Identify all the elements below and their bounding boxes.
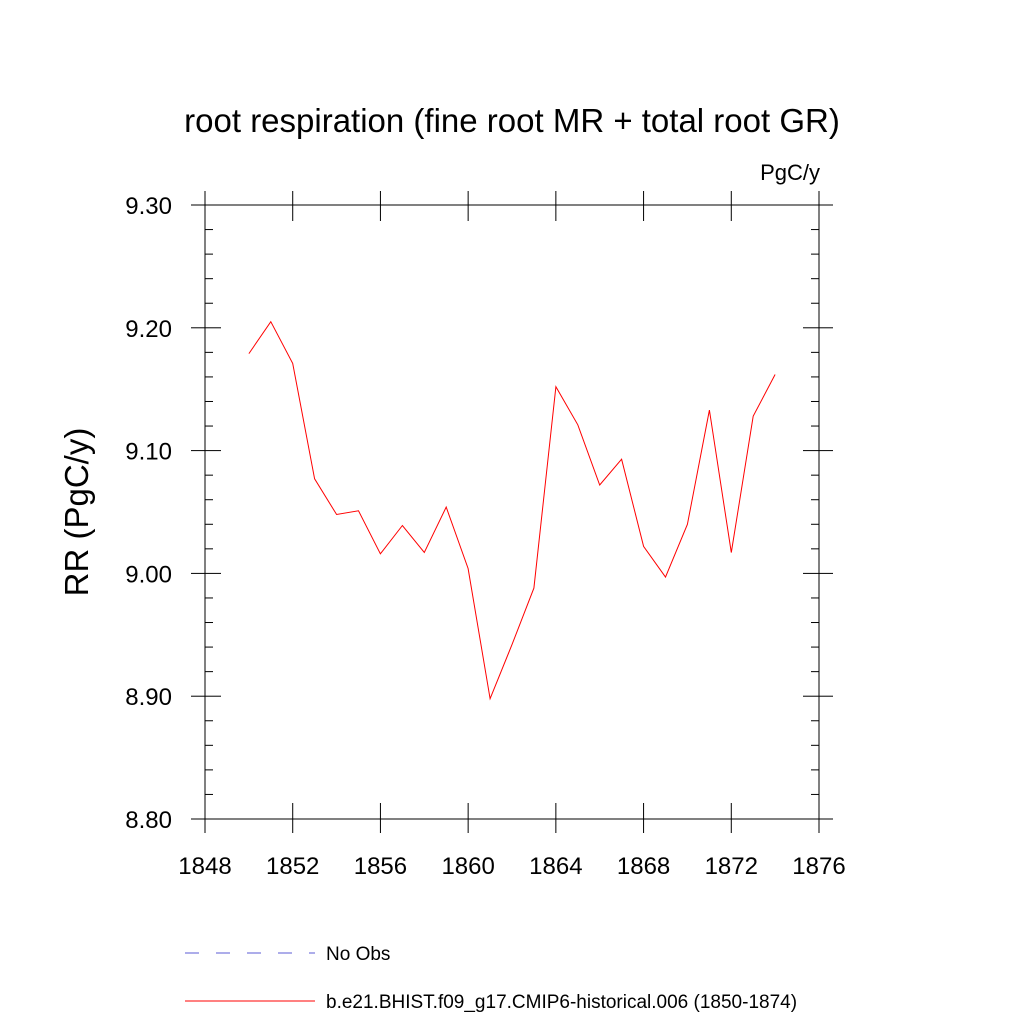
legend-label-no-obs: No Obs: [326, 944, 390, 965]
units-label: PgC/y: [760, 160, 820, 185]
x-tick-label: 1864: [529, 853, 582, 880]
chart-title: root respiration (fine root MR + total r…: [184, 102, 840, 139]
y-tick-label: 8.80: [125, 807, 172, 834]
x-tick-label: 1860: [441, 853, 494, 880]
x-tick-label: 1872: [705, 853, 758, 880]
series-group: [248, 320, 776, 701]
x-tick-labels: 1848 1852 1856 1860 1864 1868 1872 1876: [178, 853, 845, 880]
x-tick-label: 1848: [178, 853, 231, 880]
legend: No Obs b.e21.BHIST.f09_g17.CMIP6-histori…: [185, 944, 797, 1013]
series-line: [248, 320, 776, 701]
plot-frame: [204, 204, 820, 820]
y-tick-labels: 8.80 8.90 9.00 9.10 9.20 9.30: [125, 193, 172, 834]
x-tick-label: 1876: [792, 853, 845, 880]
y-tick-label: 9.00: [125, 561, 172, 588]
legend-label-historical: b.e21.BHIST.f09_g17.CMIP6-historical.006…: [326, 992, 797, 1013]
y-tick-label: 9.10: [125, 439, 172, 466]
y-tick-label: 8.90: [125, 684, 172, 711]
y-axis-label: RR (PgC/y): [58, 428, 95, 597]
y-tick-label: 9.30: [125, 193, 172, 220]
y-tick-label: 9.20: [125, 316, 172, 343]
x-tick-label: 1868: [617, 853, 670, 880]
x-tick-label: 1852: [266, 853, 319, 880]
x-tick-label: 1856: [354, 853, 407, 880]
axis-ticks: [191, 191, 833, 833]
